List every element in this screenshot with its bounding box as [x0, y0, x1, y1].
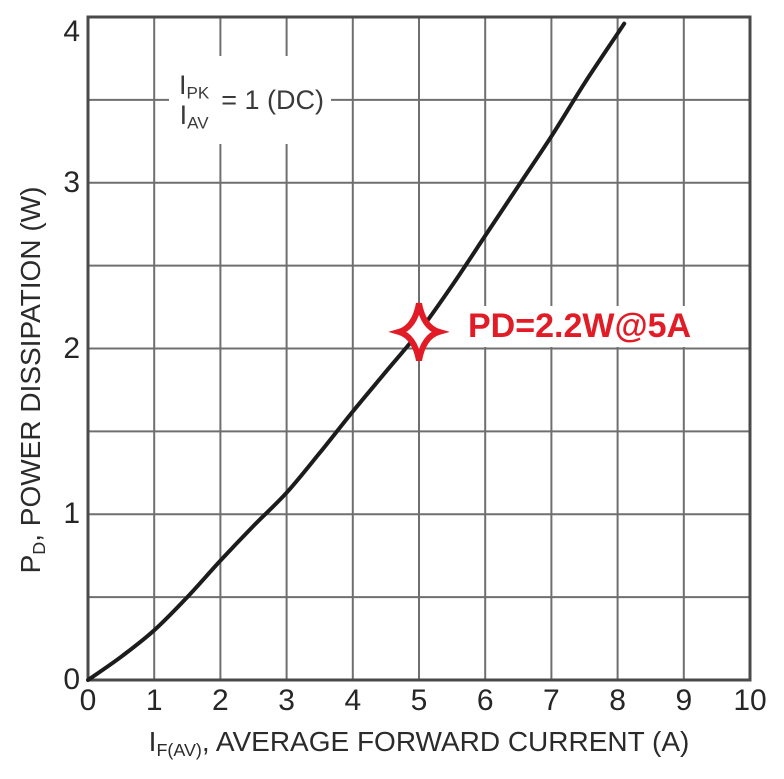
y-tick-label: 2: [63, 331, 80, 365]
operating-point-marker: [388, 302, 450, 362]
ratio-fraction: IPK IAV: [177, 69, 211, 133]
denominator-subscript: AV: [187, 113, 209, 133]
x-tick-label: 0: [79, 684, 97, 717]
y-axis-title-symbol: P: [15, 554, 46, 574]
y-axis-title: PD, POWER DISSIPATION (W): [13, 30, 49, 730]
x-tick-label: 3: [278, 684, 295, 717]
x-tick-label: 9: [675, 684, 693, 717]
plot-frame: [86, 15, 752, 682]
y-tick-label: 4: [63, 15, 80, 48]
x-tick-label: 8: [609, 684, 626, 717]
ratio-annotation: IPK IAV = 1 (DC): [169, 56, 331, 144]
power-curve: [86, 21, 627, 682]
x-tick-label: 4: [344, 684, 362, 717]
x-tick-label: 5: [410, 684, 428, 717]
operating-point-label: PD=2.2W@5A: [464, 305, 696, 347]
y-tick-label: 3: [63, 165, 80, 199]
x-tick-label: 6: [476, 684, 494, 717]
y-tick-label: 1: [63, 497, 80, 531]
x-tick-label: 2: [212, 684, 229, 717]
numerator-subscript: PK: [186, 83, 210, 103]
x-axis-title-text: , AVERAGE FORWARD CURRENT (A): [201, 726, 690, 757]
x-tick-label: 7: [543, 684, 560, 717]
denominator-symbol: I: [179, 100, 188, 130]
fraction-denominator: IAV: [177, 100, 211, 133]
x-tick-label: 10: [733, 684, 767, 717]
ratio-value: = 1 (DC): [221, 84, 324, 115]
y-axis-title-subscript: D: [29, 541, 50, 555]
fraction-numerator: IPK: [177, 69, 211, 103]
x-axis-title-symbol: I: [148, 726, 157, 757]
x-tick-label: 1: [145, 684, 163, 717]
x-axis-title: IF(AV), AVERAGE FORWARD CURRENT (A): [88, 724, 750, 760]
y-axis-title-text: , POWER DISSIPATION (W): [15, 186, 46, 542]
x-axis-title-subscript: F(AV): [156, 740, 202, 761]
numerator-symbol: I: [179, 69, 187, 100]
y-tick-label: 0: [63, 663, 80, 696]
